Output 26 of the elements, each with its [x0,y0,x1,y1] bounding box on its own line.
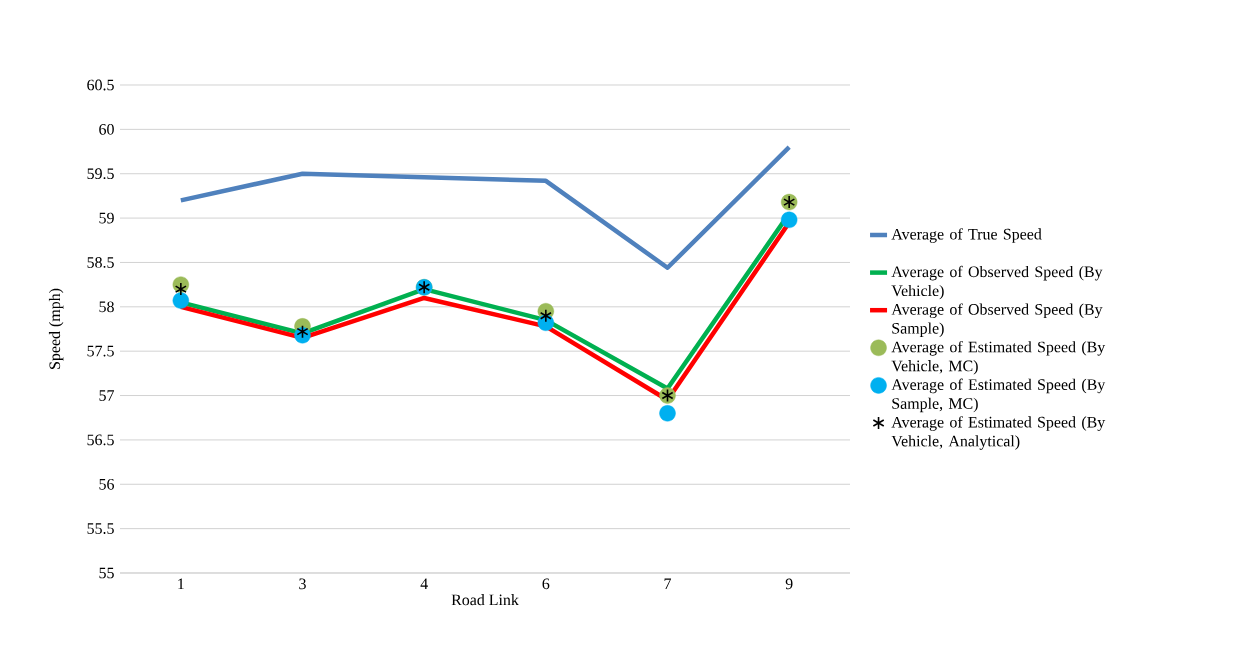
x-tick-label: 9 [785,578,793,590]
y-tick-label: 55 [99,567,114,579]
legend-label: Average of Observed Speed (By Sample) [891,303,1103,337]
x-tick-label: 7 [664,578,672,589]
x-tick-label: 6 [542,578,550,590]
y-tick-label: 59.5 [87,168,114,180]
y-tick-label: 60.5 [87,79,114,91]
y-tick-label: 57 [99,390,115,401]
x-tick-label: 3 [299,578,306,590]
y-tick-label: 58 [99,301,114,313]
x-tick-label: 1 [178,578,184,590]
y-tick-label: 59 [99,212,114,224]
legend-label: Average of Observed Speed (By Vehicle) [891,265,1103,300]
x-axis-title: Road Link [451,594,519,606]
y-axis-title: Speed (mph) [48,288,64,369]
y-tick-label: 60 [99,123,114,135]
legend-label: Average of True Speed [891,228,1042,243]
x-tick-label: 4 [420,578,428,589]
y-tick-label: 57.5 [87,345,114,357]
y-tick-label: 55.5 [87,523,114,534]
y-tick-label: 56.5 [87,434,114,446]
legend-label: Average of Estimated Speed (By Sample, MC) [891,378,1106,413]
y-tick-label: 56 [99,478,115,490]
y-tick-label: 58.5 [87,257,114,268]
legend-label: Average of Estimated Speed (By Vehicle, MC) [891,341,1106,375]
legend-label: Average of Estimated Speed (By Vehicle, Analytical) [891,416,1106,450]
